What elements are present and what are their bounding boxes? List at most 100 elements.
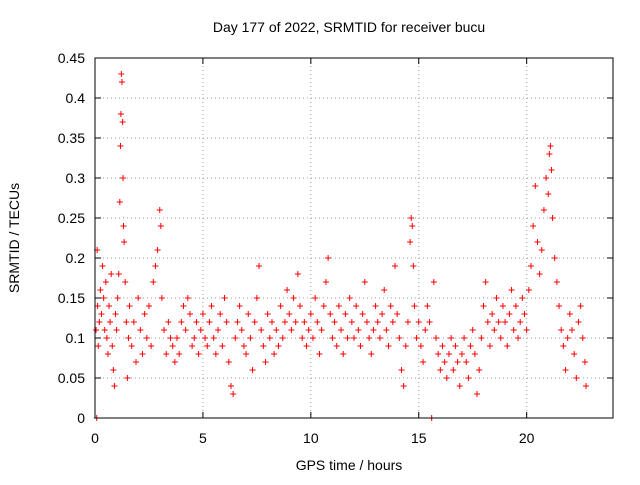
data-point <box>325 255 332 261</box>
data-point <box>424 303 431 309</box>
data-point <box>359 311 366 317</box>
data-point <box>482 279 489 285</box>
data-point <box>290 295 297 301</box>
data-points <box>93 71 590 421</box>
chart-title: Day 177 of 2022, SRMTID for receiver buc… <box>213 19 485 35</box>
tick-labels: 0 5 10 15 20 0 0.05 0.1 0.15 0.2 0.25 0.3 0.35 0.4 0.4… <box>58 50 535 446</box>
data-point <box>174 335 181 341</box>
data-point <box>409 223 416 229</box>
data-point <box>408 215 415 221</box>
data-point <box>171 359 178 365</box>
data-point <box>441 359 448 365</box>
data-point <box>545 191 552 197</box>
data-point <box>448 335 455 341</box>
data-point <box>249 367 256 373</box>
data-point <box>411 303 418 309</box>
data-point <box>312 295 319 301</box>
data-point <box>329 335 336 341</box>
data-point <box>543 175 550 181</box>
data-point <box>253 295 260 301</box>
data-point <box>277 303 284 309</box>
data-point <box>331 319 338 325</box>
data-point <box>93 327 100 333</box>
data-point <box>344 335 351 341</box>
data-point <box>215 327 222 333</box>
data-point <box>110 367 117 373</box>
data-point <box>156 207 163 213</box>
data-point <box>389 319 396 325</box>
data-point <box>510 327 517 333</box>
data-point <box>480 303 487 309</box>
data-point <box>342 311 349 317</box>
data-point <box>568 327 575 333</box>
x-tick-label: 15 <box>411 430 427 446</box>
data-point <box>318 327 325 333</box>
data-point <box>530 223 537 229</box>
data-point <box>413 335 420 341</box>
data-point <box>137 327 144 333</box>
data-point <box>266 335 273 341</box>
x-tick-label: 0 <box>91 430 99 446</box>
data-point <box>217 311 224 317</box>
data-point <box>202 335 209 341</box>
data-point <box>158 295 165 301</box>
data-point <box>400 383 407 389</box>
data-point <box>236 303 243 309</box>
data-point <box>143 335 150 341</box>
data-point <box>240 343 247 349</box>
data-point <box>504 343 511 349</box>
data-point <box>404 319 411 325</box>
data-point <box>305 327 312 333</box>
data-point <box>372 303 379 309</box>
data-point <box>525 287 532 293</box>
data-point <box>264 311 271 317</box>
data-point <box>150 279 157 285</box>
data-point <box>456 383 463 389</box>
data-point <box>210 335 217 341</box>
data-point <box>165 319 172 325</box>
data-point <box>118 79 125 85</box>
data-point <box>458 351 465 357</box>
data-point <box>115 271 122 277</box>
data-point <box>284 287 291 293</box>
data-point <box>133 359 140 365</box>
data-point <box>260 343 267 349</box>
data-point <box>117 143 124 149</box>
data-point <box>258 327 265 333</box>
data-point <box>523 327 530 333</box>
data-point <box>130 319 137 325</box>
data-point <box>120 223 127 229</box>
data-point <box>273 327 280 333</box>
x-axis-label: GPS time / hours <box>296 457 403 473</box>
data-point <box>103 335 110 341</box>
data-point <box>322 279 329 285</box>
data-point <box>206 319 213 325</box>
data-point <box>96 319 103 325</box>
data-point <box>357 343 364 349</box>
data-point <box>268 319 275 325</box>
y-tick-label: 0 <box>77 410 85 426</box>
data-point <box>489 311 496 317</box>
data-point <box>123 319 130 325</box>
data-point <box>368 351 375 357</box>
data-point <box>374 319 381 325</box>
data-point <box>94 303 101 309</box>
data-point <box>474 391 481 397</box>
data-point <box>251 319 258 325</box>
data-point <box>430 279 437 285</box>
data-point <box>515 335 522 341</box>
data-point <box>465 375 472 381</box>
data-point <box>221 295 228 301</box>
data-point <box>499 303 506 309</box>
data-point <box>135 295 142 301</box>
data-point <box>292 319 299 325</box>
data-point <box>445 351 452 357</box>
data-point <box>415 319 422 325</box>
data-point <box>184 295 191 301</box>
data-point <box>353 303 360 309</box>
data-point <box>463 359 470 365</box>
grid <box>95 58 613 418</box>
data-point <box>256 263 263 269</box>
data-point <box>573 375 580 381</box>
data-point <box>566 311 573 317</box>
